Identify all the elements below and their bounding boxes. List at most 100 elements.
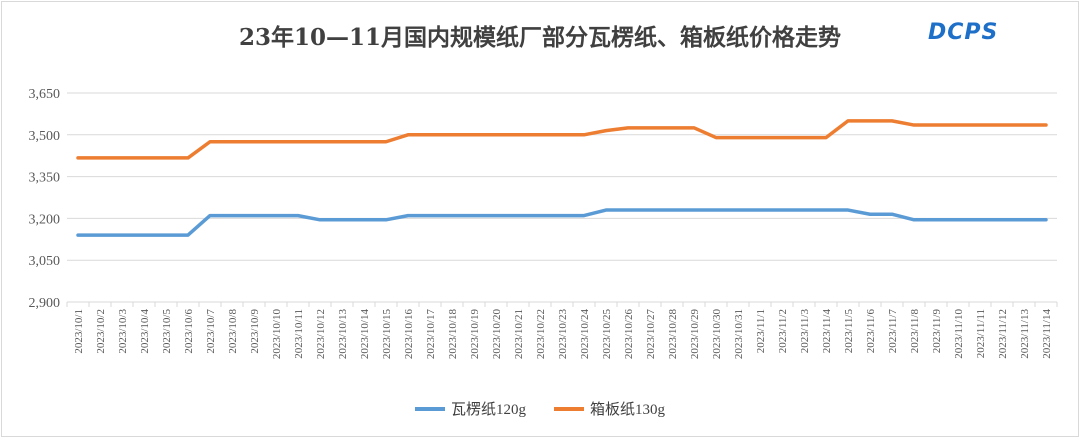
data-point: [495, 134, 497, 136]
data-point: [319, 219, 321, 221]
data-point: [847, 209, 849, 211]
y-tick-label: 2,900: [29, 296, 61, 311]
data-point: [737, 209, 739, 211]
y-tick-label: 3,650: [29, 87, 61, 102]
data-point: [825, 137, 827, 139]
data-point: [627, 209, 629, 211]
x-tick-label: 2023/11/4: [821, 309, 833, 354]
data-point: [781, 209, 783, 211]
x-tick-label: 2023/11/5: [843, 309, 855, 354]
data-point: [231, 215, 233, 217]
data-point: [121, 157, 123, 159]
data-point: [143, 157, 145, 159]
data-point: [539, 134, 541, 136]
data-point: [1045, 124, 1047, 126]
x-tick-label: 2023/10/12: [315, 309, 327, 359]
x-tick-label: 2023/11/1: [755, 309, 767, 353]
x-tick-label: 2023/10/21: [513, 309, 525, 359]
x-tick-label: 2023/10/24: [579, 309, 591, 360]
x-tick-label: 2023/11/8: [909, 309, 921, 354]
data-point: [583, 134, 585, 136]
x-tick-label: 2023/10/4: [139, 309, 151, 354]
data-point: [1001, 219, 1003, 221]
data-point: [957, 219, 959, 221]
data-point: [209, 141, 211, 143]
x-tick-label: 2023/10/2: [95, 309, 107, 354]
y-tick-label: 3,350: [29, 171, 61, 186]
data-point: [451, 134, 453, 136]
data-point: [561, 215, 563, 217]
data-point: [1045, 219, 1047, 221]
data-point: [979, 124, 981, 126]
data-point: [99, 157, 101, 159]
series-line-1: [76, 119, 1048, 160]
x-tick-label: 2023/11/2: [777, 309, 789, 353]
data-point: [121, 234, 123, 236]
x-tick-label: 2023/10/10: [271, 309, 283, 360]
x-tick-label: 2023/11/14: [1041, 309, 1053, 359]
data-point: [605, 209, 607, 211]
x-tick-label: 2023/10/15: [381, 309, 393, 360]
x-tick-label: 2023/10/20: [491, 309, 503, 360]
legend-swatch: [414, 406, 445, 411]
data-point: [319, 141, 321, 143]
data-point: [671, 209, 673, 211]
x-tick-label: 2023/11/11: [975, 309, 987, 358]
data-point: [165, 157, 167, 159]
x-tick-label: 2023/10/29: [689, 309, 701, 360]
x-tick-label: 2023/11/10: [953, 309, 965, 359]
data-point: [825, 209, 827, 211]
data-point: [671, 127, 673, 129]
x-tick-label: 2023/10/27: [645, 309, 657, 360]
x-tick-label: 2023/10/14: [359, 309, 371, 360]
data-point: [407, 134, 409, 136]
data-point: [77, 157, 79, 159]
data-point: [759, 209, 761, 211]
data-point: [539, 215, 541, 217]
data-point: [913, 219, 915, 221]
data-point: [429, 134, 431, 136]
legend-label: 箱板纸130g: [590, 402, 666, 418]
data-point: [77, 234, 79, 236]
data-point: [561, 134, 563, 136]
y-tick-label: 3,200: [29, 212, 61, 227]
data-point: [715, 137, 717, 139]
legend-swatch: [554, 406, 584, 411]
y-tick-label: 3,500: [29, 129, 61, 144]
data-point: [275, 141, 277, 143]
x-tick-label: 2023/10/31: [733, 309, 745, 359]
data-point: [913, 124, 915, 126]
data-point: [737, 137, 739, 139]
x-tick-label: 2023/11/13: [1019, 309, 1031, 359]
data-point: [803, 137, 805, 139]
series-line-0: [76, 208, 1048, 237]
data-point: [297, 141, 299, 143]
legend-item-boxboard: 箱板纸130g: [554, 398, 665, 419]
x-tick-label: 2023/10/16: [403, 309, 415, 360]
data-point: [473, 215, 475, 217]
data-point: [649, 127, 651, 129]
data-point: [649, 209, 651, 211]
data-point: [847, 120, 849, 122]
data-point: [429, 215, 431, 217]
data-point: [341, 141, 343, 143]
data-point: [869, 120, 871, 122]
data-point: [473, 134, 475, 136]
x-tick-label: 2023/10/25: [601, 309, 613, 360]
x-tick-label: 2023/10/1: [73, 309, 85, 354]
data-point: [891, 120, 893, 122]
data-point: [1023, 219, 1025, 221]
x-tick-label: 2023/10/30: [711, 309, 723, 360]
data-point: [957, 124, 959, 126]
data-point: [363, 141, 365, 143]
dcps-logo: DCPS: [928, 20, 999, 45]
x-tick-label: 2023/10/5: [161, 309, 173, 354]
data-point: [627, 127, 629, 129]
data-point: [1001, 124, 1003, 126]
x-tick-label: 2023/10/11: [293, 309, 305, 359]
x-tick-label: 2023/11/6: [865, 309, 877, 354]
x-tick-label: 2023/10/28: [667, 309, 679, 360]
x-tick-label: 2023/10/18: [447, 309, 459, 360]
